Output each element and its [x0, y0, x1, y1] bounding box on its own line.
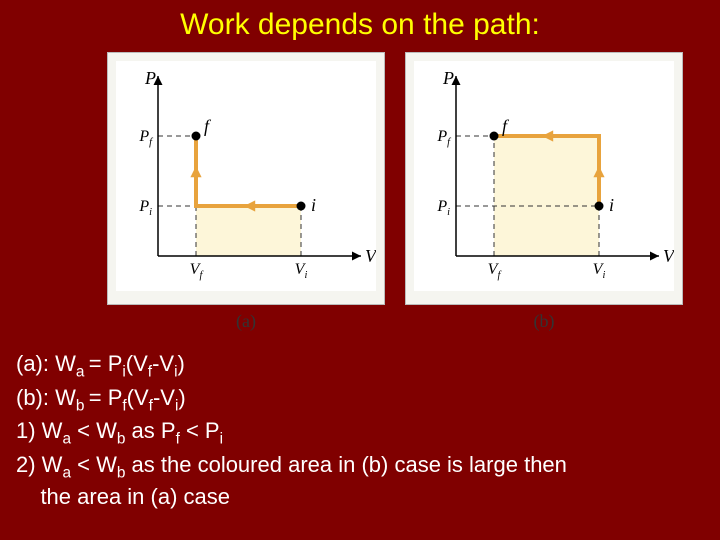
diagram-a-box: PVPfPiVfVifi [107, 52, 385, 305]
svg-text:i: i [609, 195, 614, 215]
diagram-row: PVPfPiVfVifi (a) PVPfPiVfVifi (b) [70, 52, 720, 332]
diagram-a-caption: (a) [107, 311, 385, 332]
equation-line: (b): Wb = Pf(Vf-Vi) [16, 384, 720, 416]
svg-text:V: V [663, 246, 674, 266]
diagram-a-svg: PVPfPiVfVifi [116, 61, 376, 291]
diagram-a-container: PVPfPiVfVifi (a) [107, 52, 385, 332]
diagram-b-container: PVPfPiVfVifi (b) [405, 52, 683, 332]
svg-text:i: i [311, 195, 316, 215]
diagram-b-caption: (b) [405, 311, 683, 332]
diagram-b-svg: PVPfPiVfVifi [414, 61, 674, 291]
equations-block: (a): Wa = Pi(Vf-Vi)(b): Wb = Pf(Vf-Vi)1)… [16, 350, 720, 510]
svg-text:P: P [144, 68, 156, 88]
svg-text:V: V [365, 246, 376, 266]
svg-text:P: P [442, 68, 454, 88]
slide-title: Work depends on the path: [0, 0, 720, 42]
diagram-b-box: PVPfPiVfVifi [405, 52, 683, 305]
equation-line: (a): Wa = Pi(Vf-Vi) [16, 350, 720, 382]
equation-line: 1) Wa < Wb as Pf < Pi [16, 417, 720, 449]
equation-line: 2) Wa < Wb as the coloured area in (b) c… [16, 451, 720, 510]
